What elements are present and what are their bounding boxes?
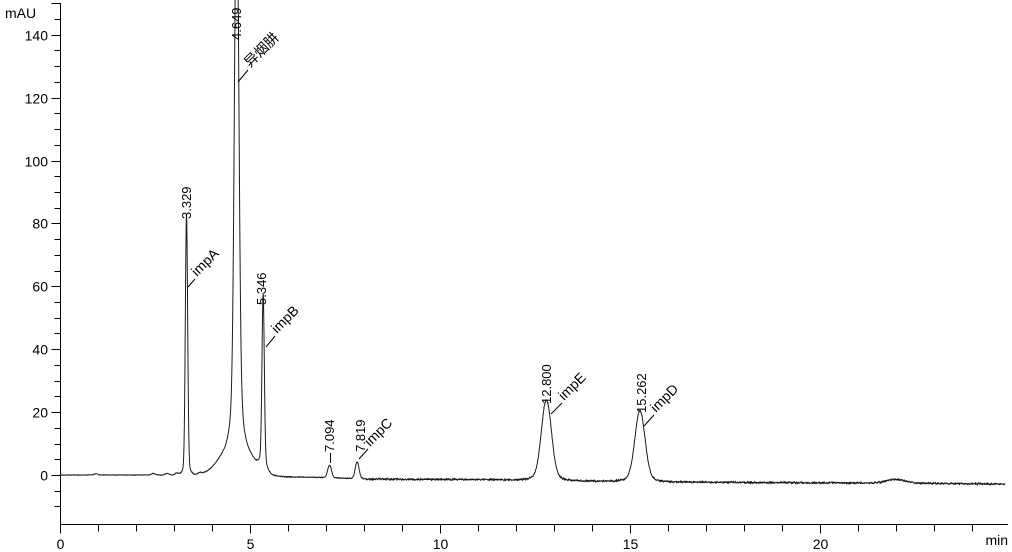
peak-rt-label: 12.800	[539, 364, 554, 404]
peak-leader-line	[358, 448, 369, 460]
x-tick-label: 20	[813, 536, 829, 552]
peak-name-label: impD	[647, 381, 681, 415]
chromatogram-trace	[59, 0, 1006, 486]
y-tick-label: 140	[25, 28, 49, 44]
x-axis-unit-label: min	[985, 532, 1008, 548]
y-tick-label: 0	[40, 468, 48, 484]
x-tick-label: 5	[247, 536, 255, 552]
peak-name-label: impE	[555, 369, 589, 403]
peak-rt-label: 3.329	[179, 186, 194, 219]
peak-leader-line	[265, 335, 276, 348]
peak-rt-label: 4.649	[229, 7, 244, 40]
y-tick-label: 100	[25, 154, 49, 170]
peak-rt-label: 5.346	[254, 272, 269, 305]
y-tick-label: 120	[25, 91, 49, 107]
trace-group	[59, 0, 1006, 486]
peak-name-label: 异烟肼	[241, 29, 282, 70]
x-tick-label: 10	[433, 536, 449, 552]
peak-leader-line	[237, 69, 249, 83]
y-tick-label: 80	[32, 216, 48, 232]
peak-rt-label: 7.819	[353, 419, 368, 452]
peak-name-label: impA	[188, 245, 222, 279]
y-tick-label: 60	[32, 279, 48, 295]
x-tick-label: 0	[57, 536, 65, 552]
peak-rt-label: 7.094	[322, 419, 337, 452]
peak-leader-line	[550, 402, 563, 415]
peak-name-label: impB	[268, 302, 302, 336]
y-tick-label: 40	[32, 342, 48, 358]
peak-leader-line	[643, 414, 655, 427]
x-tick-label: 15	[623, 536, 639, 552]
peak-leader-line	[187, 278, 196, 288]
y-tick-label: 20	[32, 405, 48, 421]
axes-group: 0 20 40 60 80 100 120 140 0 5 10 15 20	[25, 3, 1008, 552]
y-axis-unit-label: mAU	[5, 5, 36, 21]
peak-rt-label: 15.262	[634, 373, 649, 413]
